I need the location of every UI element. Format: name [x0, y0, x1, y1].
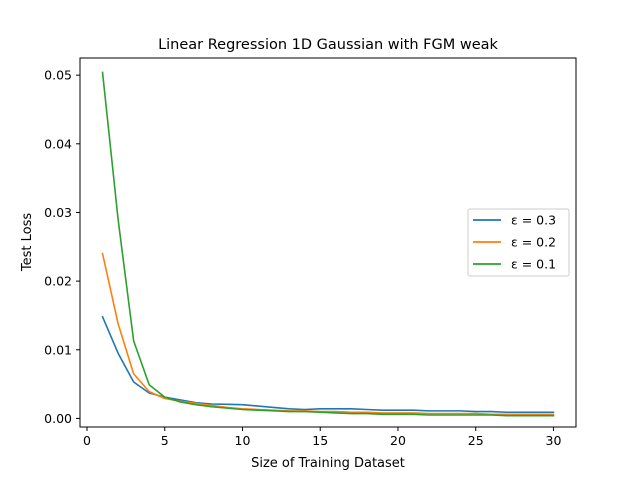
- y-tick-label: 0.02: [44, 274, 72, 289]
- legend: ε = 0.3 ε = 0.2 ε = 0.1: [467, 208, 570, 277]
- x-tick-label: 20: [390, 433, 406, 448]
- chart-title: Linear Regression 1D Gaussian with FGM w…: [158, 37, 498, 53]
- legend-box: [467, 208, 570, 277]
- legend-label-2: ε = 0.2: [511, 235, 556, 250]
- y-tick-label: 0.03: [44, 205, 72, 220]
- x-axis-label: Size of Training Dataset: [251, 456, 405, 471]
- y-axis: 0.00 0.01 0.02 0.03 0.04 0.05: [44, 68, 80, 426]
- x-axis: 0 5 10 15 20 25 30: [83, 427, 561, 448]
- legend-label-3: ε = 0.1: [511, 257, 556, 272]
- y-tick-label: 0.05: [44, 68, 72, 83]
- legend-label-1: ε = 0.3: [511, 213, 556, 228]
- x-tick-label: 5: [161, 433, 169, 448]
- x-tick-label: 10: [235, 433, 251, 448]
- x-tick-label: 0: [83, 433, 91, 448]
- y-axis-label: Test Loss: [20, 213, 35, 272]
- plot-frame: [79, 57, 577, 428]
- x-tick-label: 25: [468, 433, 484, 448]
- x-tick-label: 15: [312, 433, 328, 448]
- y-tick-label: 0.01: [44, 342, 72, 357]
- y-tick-label: 0.04: [44, 136, 72, 151]
- x-tick-label: 30: [546, 433, 562, 448]
- series-line-3: [101, 71, 555, 417]
- series-layer: [101, 71, 555, 417]
- y-tick-label: 0.00: [44, 411, 72, 426]
- series-line-1: [101, 315, 555, 414]
